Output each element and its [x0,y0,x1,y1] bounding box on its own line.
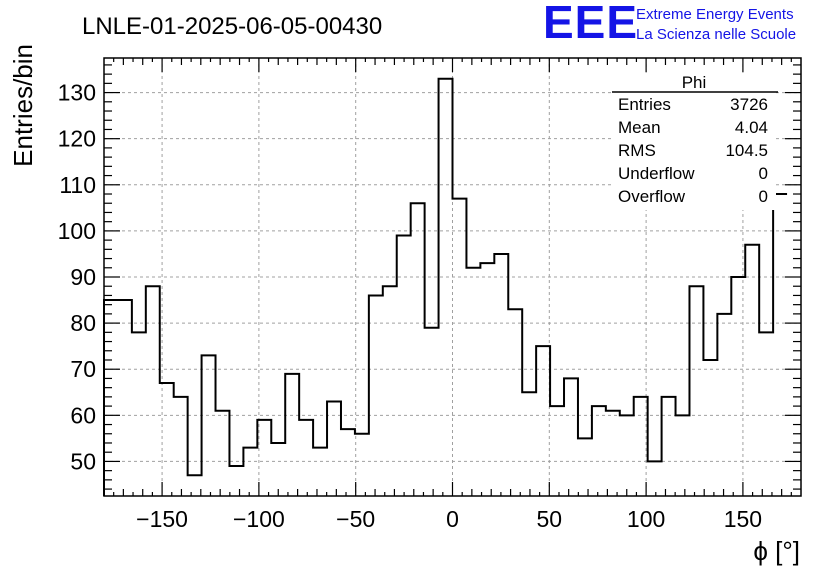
x-tick-label: −100 [233,506,285,532]
stats-row-rms: RMS 104.5 [618,141,768,160]
stats-box-title: Phi [682,73,707,92]
stats-label: Mean [618,118,661,137]
x-tick-label: 150 [724,506,762,532]
histogram-step-line [103,77,788,496]
y-tick-label: 90 [70,264,96,290]
plot-title: LNLE-01-2025-06-05-00430 [82,13,382,40]
eee-logo: EEE Extreme Energy Events La Scienza nel… [543,0,796,48]
stats-label: Underflow [618,164,695,183]
y-tick-labels: 50 60 70 80 90 100 110 120 130 [58,80,96,475]
x-tick-label: 0 [446,506,459,532]
axis-ticks [104,58,801,496]
stats-label: Entries [618,95,671,114]
stats-value: 4.04 [735,118,768,137]
stats-value: 3726 [730,95,768,114]
x-tick-label: 50 [537,506,563,532]
stats-row-mean: Mean 4.04 [618,118,768,137]
stats-row-overflow: Overflow 0 [618,187,768,206]
stats-label: RMS [618,141,656,160]
stats-label: Overflow [618,187,686,206]
x-axis-label: ϕ [°] [753,536,800,566]
stats-value: 0 [759,164,768,183]
x-tick-labels: −150 −100 −50 0 50 100 150 [136,506,762,532]
logo-line-2: La Scienza nelle Scuole [636,26,796,43]
stats-value: 0 [759,187,768,206]
stats-row-entries: Entries 3726 [618,95,768,114]
stats-value: 104.5 [725,141,768,160]
x-tick-label: −150 [136,506,188,532]
y-tick-label: 70 [70,356,96,382]
y-tick-label: 80 [70,310,96,336]
y-tick-label: 50 [70,448,96,474]
y-tick-label: 60 [70,402,96,428]
y-axis-label: Entries/bin [8,44,38,167]
x-tick-label: −50 [336,506,375,532]
stats-box: Phi Entries 3726 Mean 4.04 RMS 104.5 Und… [612,73,778,210]
y-tick-label: 110 [59,172,96,198]
x-tick-label: 100 [627,506,665,532]
stats-row-underflow: Underflow 0 [618,164,768,183]
y-tick-label: 130 [58,80,96,106]
y-tick-label: 100 [58,218,96,244]
eee-logo-mark: EEE [543,0,638,48]
y-tick-label: 120 [58,126,96,152]
logo-line-1: Extreme Energy Events [636,6,794,23]
